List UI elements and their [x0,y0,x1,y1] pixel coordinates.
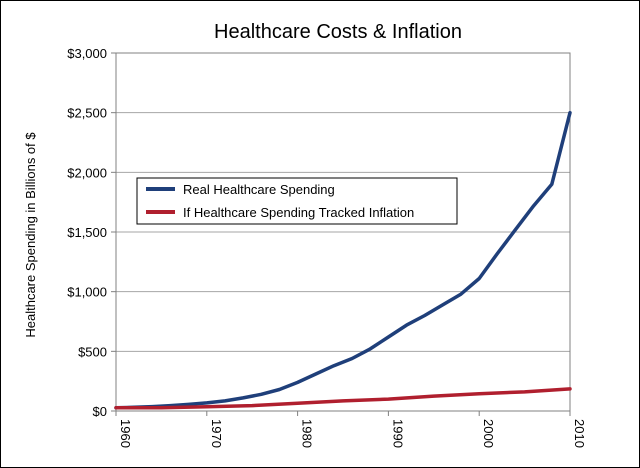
y-tick-label: $2,000 [67,165,107,180]
y-tick-label: $500 [78,344,107,359]
y-axis-ticks: $0 $500 $1,000 $1,500 $2,000 $2,500 $3,000 [67,46,116,419]
x-tick-label: 2000 [481,419,496,448]
y-tick-label: $0 [93,404,107,419]
x-tick-label: 1970 [209,419,224,448]
legend: Real Healthcare Spending If Healthcare S… [136,177,458,225]
x-axis-ticks: 1960 1970 1980 1990 2000 2010 [115,411,587,448]
series-line-inflation-tracking [114,387,572,410]
x-tick-label: 1960 [118,419,133,448]
x-tick-label: 1990 [390,419,405,448]
legend-box [136,177,458,225]
x-tick-label: 1980 [300,419,315,448]
series-lines [114,110,572,410]
y-axis-label: Healthcare Spending in Billions of $ [23,132,38,338]
y-tick-label: $2,500 [67,106,107,121]
x-tick-label: 2010 [572,419,587,448]
legend-label-real-spending: Real Healthcare Spending [183,182,335,197]
y-tick-label: $3,000 [67,46,107,61]
legend-label-inflation-tracking: If Healthcare Spending Tracked Inflation [183,205,414,220]
y-tick-label: $1,000 [67,285,107,300]
grid-lines [116,52,570,412]
y-tick-label: $1,500 [67,225,107,240]
series-line-real-spending [114,110,572,410]
chart-title: Healthcare Costs & Inflation [214,21,462,43]
